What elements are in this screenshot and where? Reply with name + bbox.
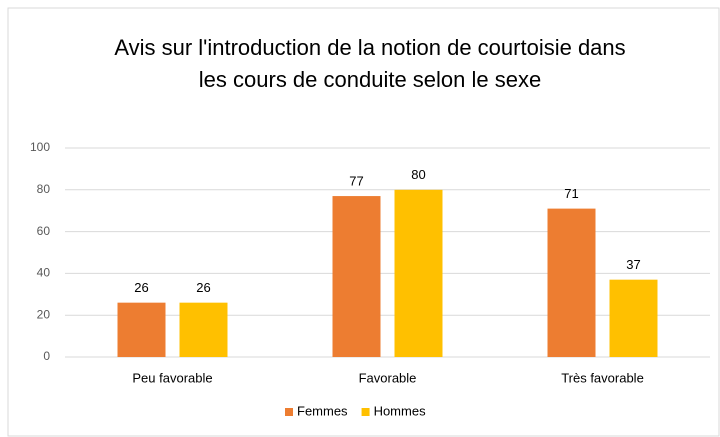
- value-label: 77: [349, 174, 363, 189]
- y-tick-label: 20: [37, 307, 51, 321]
- y-tick-label: 80: [37, 182, 51, 196]
- bar: [332, 196, 381, 357]
- legend-swatch: [361, 408, 370, 416]
- bar: [117, 302, 166, 357]
- y-tick-label: 40: [37, 266, 51, 280]
- value-label: 26: [196, 280, 210, 295]
- value-label: 71: [564, 186, 578, 201]
- bar: [547, 208, 596, 357]
- bar: [179, 302, 228, 357]
- bar: [394, 189, 443, 357]
- y-tick-label: 60: [37, 224, 51, 238]
- y-tick-label: 0: [43, 349, 50, 363]
- bar: [609, 279, 658, 357]
- value-label: 80: [411, 167, 425, 182]
- x-tick-label: Très favorable: [561, 370, 644, 385]
- x-tick-label: Favorable: [359, 370, 417, 385]
- chart-title: Avis sur l'introduction de la notion de …: [114, 35, 626, 92]
- y-tick-label: 100: [30, 140, 50, 154]
- value-label: 26: [134, 280, 148, 295]
- value-label: 37: [626, 257, 640, 272]
- legend-label: Femmes: [297, 403, 348, 418]
- legend-swatch: [285, 408, 293, 416]
- x-tick-label: Peu favorable: [132, 370, 212, 385]
- legend-label: Hommes: [374, 403, 427, 418]
